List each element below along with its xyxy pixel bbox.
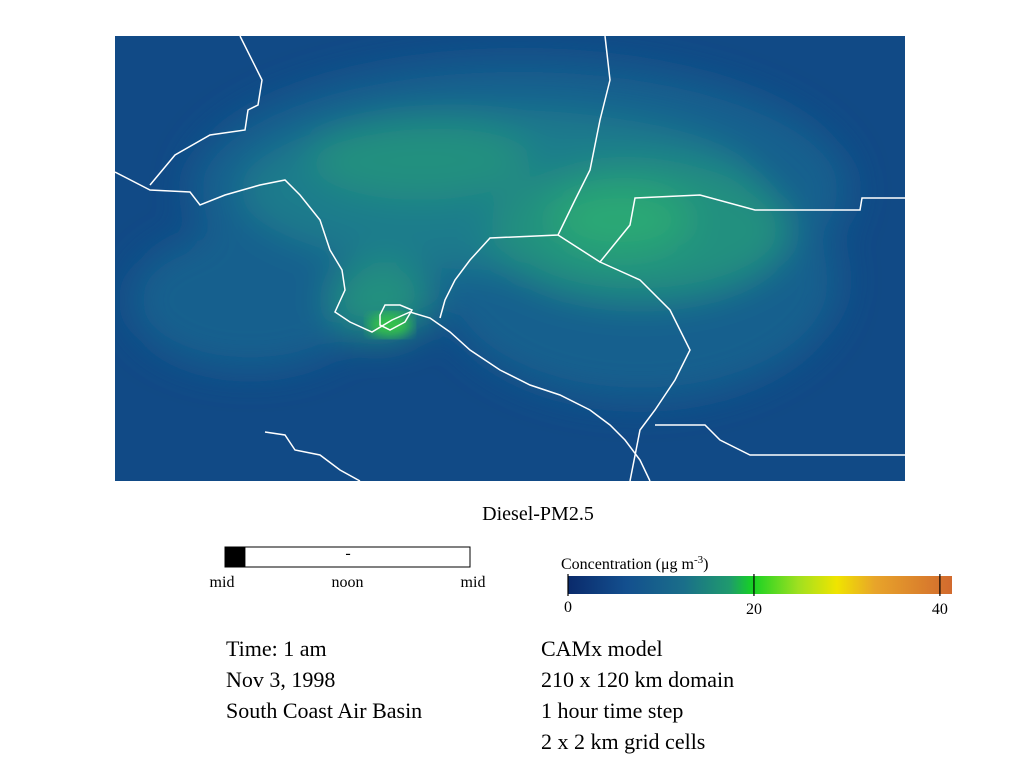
info-line: Nov 3, 1998 [226, 667, 335, 692]
colorbar-tick-label: 0 [564, 599, 572, 616]
colorbar-label: Concentration (μg m-3) [561, 554, 709, 573]
info-right: CAMx model 210 x 120 km domain 1 hour time… [541, 636, 734, 754]
hotspot [368, 313, 412, 337]
info-line: South Coast Air Basin [226, 698, 422, 723]
info-left: Time: 1 am Nov 3, 1998 South Coast Air Bas… [226, 636, 422, 723]
label-text: ) [703, 556, 708, 573]
colorbar-gradient [568, 576, 952, 594]
time-marker: - [345, 545, 350, 562]
time-progress [225, 547, 246, 567]
info-line: 1 hour time step [541, 698, 683, 723]
colorbar-tick-label: 20 [746, 601, 762, 618]
time-label: mid [210, 574, 235, 591]
info-line: 2 x 2 km grid cells [541, 729, 705, 754]
time-label: noon [332, 574, 364, 591]
info-line: 210 x 120 km domain [541, 667, 734, 692]
label-superscript: -3 [694, 554, 704, 566]
time-label: mid [461, 574, 486, 591]
label-text: Concentration (μg m [561, 556, 695, 573]
concentration-field [130, 60, 850, 400]
colorbar-tick-label: 40 [932, 601, 948, 618]
colorbar: Concentration (μg m-3) 0 20 40 [561, 554, 952, 618]
info-line: Time: 1 am [226, 636, 327, 661]
info-line: CAMx model [541, 636, 663, 661]
map [115, 36, 905, 481]
map-title: Diesel-PM2.5 [482, 503, 594, 525]
boundaries [115, 36, 905, 481]
time-bar: - mid noon mid [210, 545, 486, 591]
